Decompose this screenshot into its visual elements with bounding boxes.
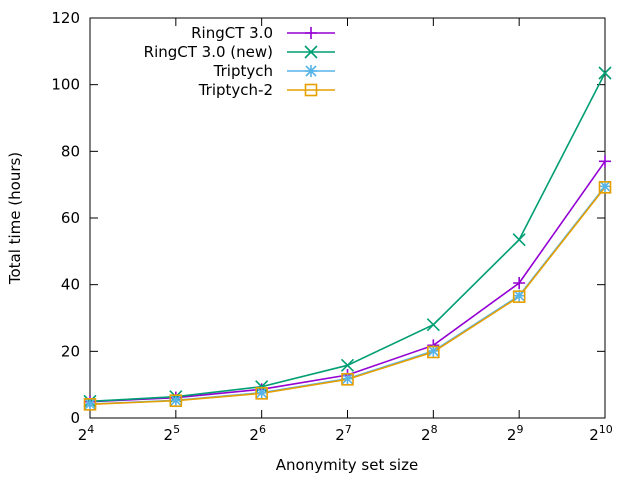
data-point bbox=[427, 345, 440, 359]
data-point bbox=[255, 387, 268, 400]
legend-marker bbox=[305, 65, 317, 77]
data-point bbox=[512, 233, 526, 247]
x-axis-label: Anonymity set size bbox=[276, 456, 418, 474]
legend-label: Triptych-2 bbox=[198, 81, 273, 99]
x-tick-label: 27 bbox=[335, 423, 352, 444]
data-point bbox=[598, 66, 612, 80]
data-point bbox=[426, 318, 440, 332]
y-tick-label: 100 bbox=[51, 76, 80, 94]
data-point bbox=[83, 398, 97, 411]
data-point bbox=[598, 181, 612, 194]
data-point bbox=[169, 394, 182, 407]
data-point bbox=[599, 155, 611, 168]
series-lines bbox=[89, 72, 606, 406]
y-tick-label: 120 bbox=[51, 9, 80, 27]
plot-frame bbox=[89, 17, 606, 419]
data-point bbox=[169, 394, 183, 407]
data-point bbox=[340, 358, 355, 372]
y-axis-label: Total time (hours) bbox=[6, 152, 24, 285]
legend-marker bbox=[305, 27, 317, 39]
x-tick-label: 210 bbox=[589, 423, 613, 444]
legend-marker bbox=[304, 45, 318, 59]
data-point bbox=[84, 398, 96, 410]
data-point bbox=[341, 372, 354, 385]
series-markers bbox=[83, 66, 612, 411]
legend-label: Triptych bbox=[213, 62, 273, 80]
y-tick-label: 80 bbox=[61, 142, 80, 160]
data-point bbox=[512, 290, 526, 303]
y-tick-label: 40 bbox=[61, 276, 80, 294]
series-line bbox=[89, 72, 606, 403]
x-tick-label: 29 bbox=[507, 423, 524, 444]
data-point bbox=[513, 289, 526, 302]
x-tick-label: 24 bbox=[78, 423, 95, 444]
data-point bbox=[255, 386, 268, 399]
y-tick-label: 20 bbox=[61, 342, 80, 360]
axis-ticks: 0 20 40 60 80 100 120 24 25 26 27 28 29 210 bbox=[51, 9, 612, 444]
x-tick-label: 25 bbox=[164, 423, 181, 444]
y-tick-label: 60 bbox=[61, 209, 80, 227]
legend-marker bbox=[304, 83, 318, 97]
data-point bbox=[599, 180, 611, 193]
y-tick-label: 0 bbox=[70, 409, 80, 427]
data-point bbox=[341, 373, 354, 386]
x-tick-label: 26 bbox=[249, 423, 266, 444]
legend-label: RingCT 3.0 (new) bbox=[144, 43, 273, 61]
data-point bbox=[513, 277, 526, 289]
legend-label: RingCT 3.0 bbox=[191, 24, 273, 42]
data-point bbox=[427, 345, 440, 357]
x-tick-label: 28 bbox=[421, 423, 438, 444]
